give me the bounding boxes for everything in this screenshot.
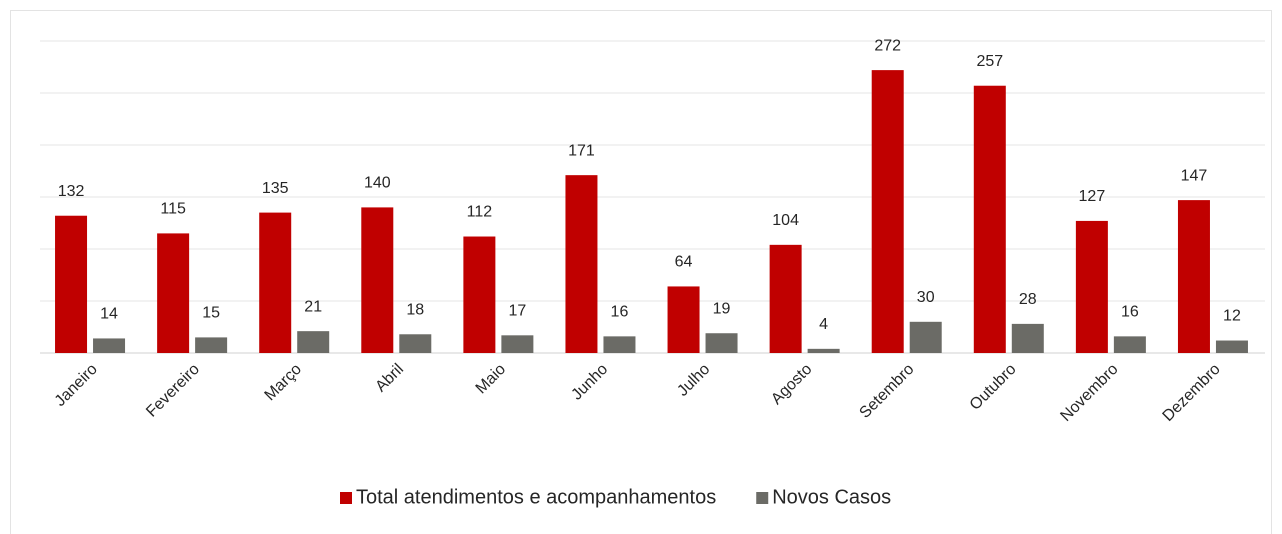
data-label: 19 — [713, 300, 731, 317]
data-label: 18 — [406, 301, 424, 318]
bar — [705, 333, 738, 353]
x-tick-label: Outubro — [967, 361, 1020, 414]
data-label: 104 — [772, 212, 799, 229]
data-label: 12 — [1223, 308, 1241, 325]
x-tick-label: Dezembro — [1160, 361, 1224, 425]
data-label: 4 — [819, 316, 828, 333]
legend-swatch — [340, 492, 352, 504]
data-label: 115 — [160, 201, 186, 218]
bar — [463, 236, 496, 353]
data-label: 272 — [874, 37, 901, 54]
data-label: 15 — [202, 305, 220, 322]
bar — [55, 215, 88, 353]
data-label: 64 — [675, 254, 693, 271]
x-tick-label: Agosto — [768, 361, 815, 408]
bar — [501, 335, 534, 353]
bar — [807, 348, 840, 353]
x-tick-label: Maio — [473, 361, 510, 398]
bar — [399, 334, 432, 353]
bar — [769, 244, 802, 353]
bar — [603, 336, 636, 353]
x-tick-label: Março — [262, 361, 306, 405]
data-label: 14 — [100, 306, 118, 323]
bar — [565, 175, 598, 353]
data-label: 21 — [304, 298, 322, 315]
data-label: 132 — [58, 183, 85, 200]
legend-swatch — [756, 492, 769, 504]
bar — [157, 233, 190, 353]
data-label: 17 — [508, 303, 526, 320]
bar — [93, 338, 126, 353]
data-label: 28 — [1019, 291, 1037, 308]
legend-label: Novos Casos — [772, 486, 891, 508]
bar — [297, 331, 330, 353]
x-tick-label: Janeiro — [52, 361, 101, 410]
data-label: 135 — [262, 180, 289, 197]
data-label: 30 — [917, 289, 935, 306]
chart-border — [10, 10, 1272, 534]
data-label: 257 — [976, 53, 1003, 70]
data-label: 16 — [611, 304, 629, 321]
bar — [361, 207, 394, 353]
bar — [1075, 220, 1108, 353]
x-tick-label: Abril — [372, 361, 407, 396]
data-label: 127 — [1079, 188, 1106, 205]
bar — [909, 321, 942, 353]
bar — [259, 212, 292, 353]
bar — [973, 85, 1006, 353]
bar — [667, 286, 700, 353]
bar — [871, 70, 904, 354]
data-label: 171 — [568, 142, 595, 159]
data-label: 147 — [1181, 167, 1208, 184]
bar — [1177, 200, 1210, 353]
bar — [1011, 323, 1044, 353]
data-label: 112 — [467, 204, 493, 221]
x-tick-label: Novembro — [1057, 361, 1121, 425]
bar — [1113, 336, 1146, 353]
data-label: 140 — [364, 175, 391, 192]
data-label: 16 — [1121, 304, 1139, 321]
bar — [195, 337, 228, 353]
x-tick-label: Junho — [568, 361, 611, 404]
legend-label: Total atendimentos e acompanhamentos — [356, 486, 716, 508]
x-tick-label: Setembro — [856, 361, 917, 422]
x-tick-label: Julho — [674, 361, 713, 400]
bar — [1215, 340, 1248, 353]
x-tick-label: Fevereiro — [143, 361, 203, 421]
